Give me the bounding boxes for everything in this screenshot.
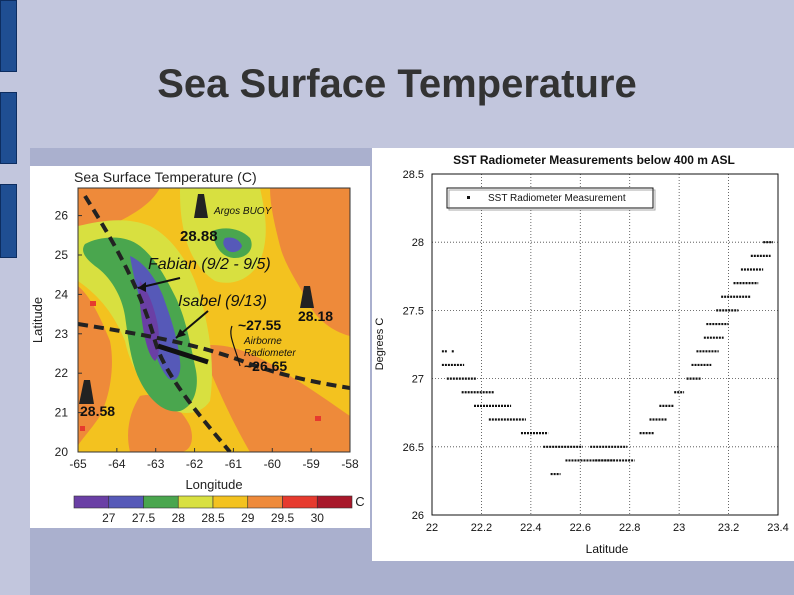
map-y-tick-label: 25: [55, 248, 69, 262]
map-y-tick-label: 23: [55, 327, 69, 341]
colorbar-swatch: [282, 495, 318, 509]
chart-y-tick-label: 26: [412, 510, 424, 522]
airborne-label: Airborne: [243, 336, 282, 347]
chart-x-tick-label: 22: [426, 522, 438, 534]
map-y-tick-label: 22: [55, 366, 69, 380]
chart-x-tick-label: 22.8: [619, 522, 640, 534]
colorbar-unit-label: C: [355, 494, 364, 509]
colorbar-label: 28.5: [201, 511, 225, 525]
chart-marks: [441, 241, 774, 476]
fabian-label: Fabian (9/2 - 9/5): [148, 256, 271, 273]
buoy-value-label: 28.88: [180, 228, 218, 245]
radiometer-label: Radiometer: [244, 348, 296, 359]
chart-y-axis-label: Degrees C: [374, 318, 386, 371]
chart-y-tick-label: 28: [412, 237, 424, 249]
colorbar: [73, 495, 353, 509]
accent-bar-2: [0, 92, 17, 164]
radiometer-pointer-icon: [230, 325, 241, 367]
chart-title: SST Radiometer Measurements below 400 m …: [453, 153, 735, 167]
map-y-tick-label: 21: [55, 406, 69, 420]
fabian-arrowhead-icon: [138, 282, 146, 292]
colorbar-label: 27.5: [132, 511, 156, 525]
value-2755-label: ~27.55: [238, 317, 281, 333]
map-x-tick-label: -62: [186, 457, 204, 471]
map-y-axis-label: Latitude: [30, 297, 45, 343]
isabel-arrowhead-icon: [176, 329, 186, 338]
colorbar-swatch: [316, 495, 353, 509]
buoy-icon: [79, 380, 94, 404]
buoy-icon: [300, 286, 314, 308]
chart-x-axis-label: Latitude: [586, 542, 629, 556]
map-x-tick-label: -61: [225, 457, 243, 471]
map-y-tick-label: 24: [55, 287, 69, 301]
chart-x-tick-label: 22.4: [520, 522, 541, 534]
chart-frame: [431, 173, 779, 516]
map-x-axis-label: Longitude: [185, 477, 242, 492]
chart-x-tick-label: 23.2: [718, 522, 739, 534]
colorbar-labels: 27 27.5 28 28.5 29 29.5 30: [102, 511, 324, 525]
map-x-ticks: -65 -64 -63 -62 -61 -60 -59 -58: [69, 448, 359, 471]
chart-y-tick-label: 26.5: [403, 442, 424, 454]
isabel-label: Isabel (9/13): [178, 293, 267, 310]
chart-y-tick-label: 27.5: [403, 305, 424, 317]
map-x-tick-label: -65: [69, 457, 87, 471]
radiometer-chart-figure: SST Radiometer Measurements below 400 m …: [372, 148, 794, 561]
colorbar-label: 28: [172, 511, 186, 525]
map-x-tick-label: -60: [264, 457, 282, 471]
colorbar-label: 29: [241, 511, 255, 525]
sst-map-svg: Sea Surface Temperature (C): [30, 169, 365, 525]
map-y-tick-label: 20: [55, 445, 69, 459]
radiometer-chart-svg: SST Radiometer Measurements below 400 m …: [374, 153, 789, 556]
value-2818-label: 28.18: [298, 308, 333, 324]
sst-map-figure: Sea Surface Temperature (C): [30, 166, 370, 528]
map-frame: [77, 187, 351, 453]
map-x-tick-label: -63: [147, 457, 165, 471]
sst-map-field: [78, 188, 350, 452]
colorbar-swatch: [143, 495, 179, 509]
map-x-tick-label: -59: [302, 457, 320, 471]
map-title: Sea Surface Temperature (C): [74, 169, 257, 185]
chart-x-tick-label: 22.2: [471, 522, 492, 534]
colorbar-swatch: [73, 495, 110, 509]
accent-bar-3: [0, 184, 17, 258]
chart-x-ticks: 22 22.2 22.4 22.6 22.8 23 23.2 23.4: [426, 522, 789, 534]
colorbar-label: 29.5: [271, 511, 295, 525]
chart-x-tick-label: 22.6: [570, 522, 591, 534]
chart-x-tick-label: 23.4: [767, 522, 788, 534]
map-x-tick-label: -58: [341, 457, 359, 471]
buoy-label: Argos BUOY: [213, 206, 273, 217]
colorbar-swatch: [212, 495, 249, 509]
map-x-tick-label: -64: [108, 457, 126, 471]
colorbar-label: 27: [102, 511, 116, 525]
slide-title: Sea Surface Temperature: [157, 62, 637, 106]
chart-x-tick-label: 23: [673, 522, 685, 534]
colorbar-label: 30: [311, 511, 325, 525]
colorbar-swatch: [177, 495, 214, 509]
value-2665-label: ~26.65: [244, 358, 287, 374]
legend-marker-icon: [467, 196, 470, 199]
buoy-icon: [194, 194, 208, 218]
chart-grid: [431, 173, 779, 516]
colorbar-swatch: [247, 495, 283, 509]
map-y-ticks: 20 21 22 23 24 25 26: [55, 209, 82, 459]
chart-y-tick-label: 27: [412, 374, 424, 386]
chart-y-ticks: 26 26.5 27 27.5 28 28.5: [403, 169, 424, 522]
chart-legend: SST Radiometer Measurement: [446, 187, 656, 211]
accent-bar-1: [0, 0, 17, 72]
value-2858-label: 28.58: [80, 403, 115, 419]
chart-y-tick-label: 28.5: [403, 169, 424, 181]
map-y-tick-label: 26: [55, 209, 69, 223]
legend-box: [446, 187, 654, 209]
colorbar-swatch: [108, 495, 144, 509]
legend-entry: SST Radiometer Measurement: [488, 193, 626, 204]
